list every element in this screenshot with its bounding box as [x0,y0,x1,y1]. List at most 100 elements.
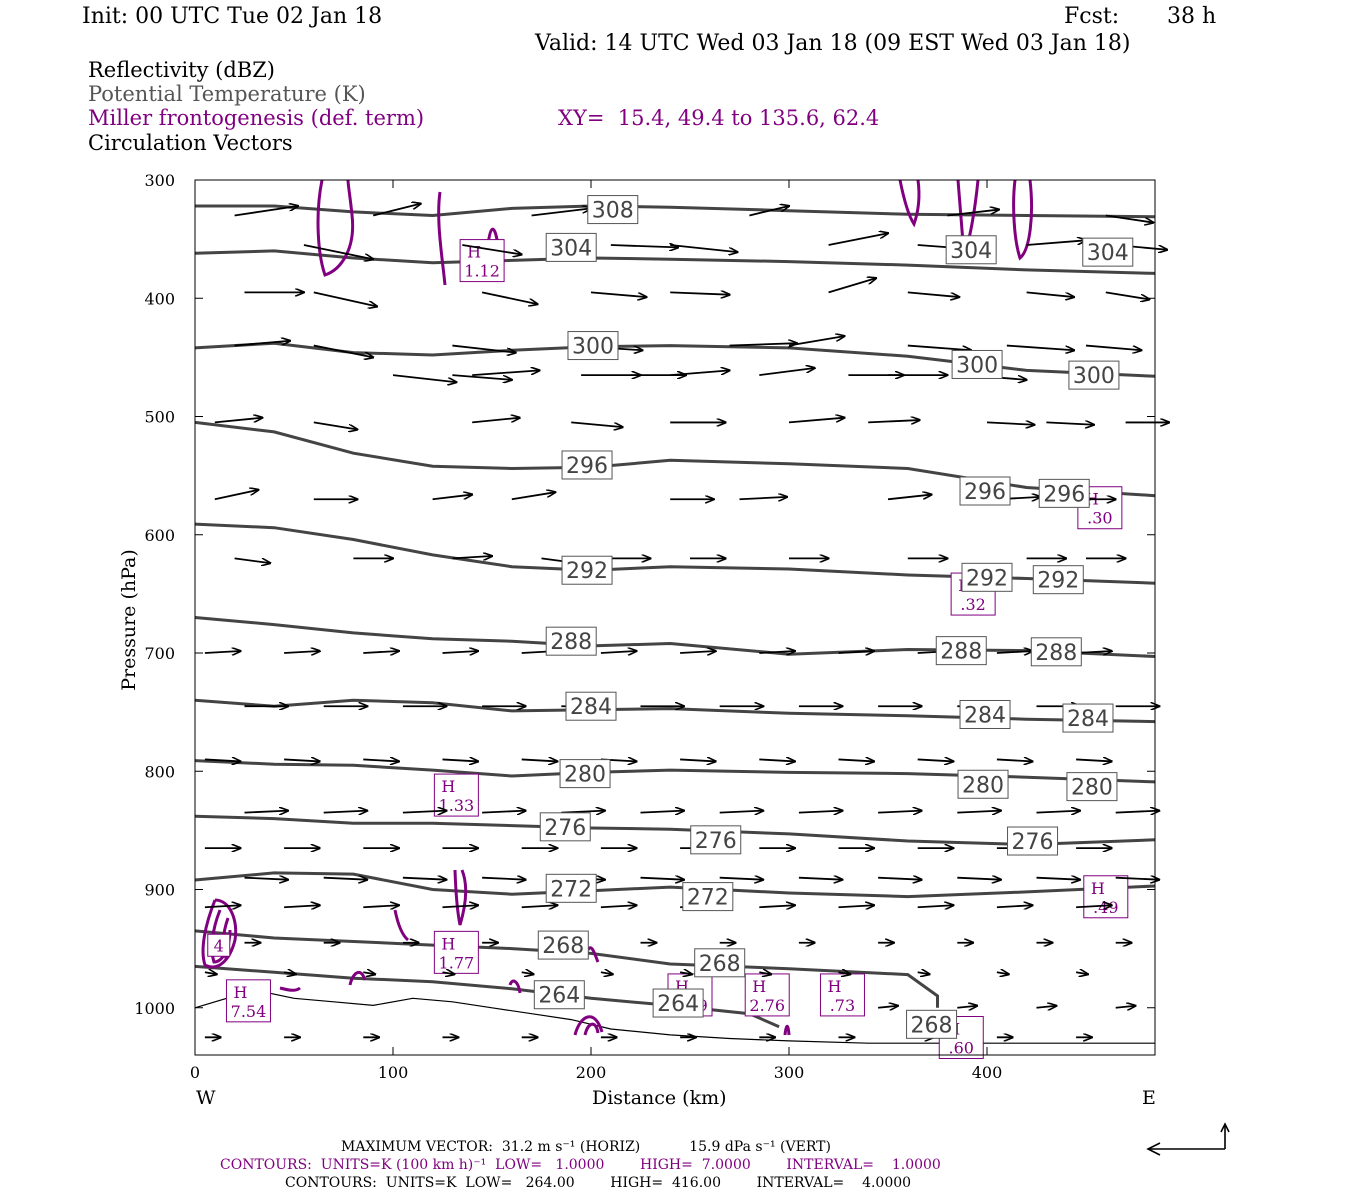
circulation-vector [1036,1006,1057,1008]
y-tick-label: 800 [144,762,175,781]
y-tick-label: 400 [144,289,175,308]
circulation-vector [313,421,358,429]
frontogenesis-contour [393,909,410,942]
forecast-label: Fcst: [1064,4,1120,29]
init-time: Init: 00 UTC Tue 02 Jan 18 [82,4,383,29]
x-tick-label: 200 [576,1063,607,1082]
circulation-vector [868,420,919,422]
theta-label: 268 [542,934,584,959]
theta-label-box [1038,478,1090,508]
circulation-vector [244,811,289,813]
circulation-vector [1026,240,1086,246]
circulation-vector [234,341,290,347]
theta-label-box [1062,703,1114,733]
circulation-vector [1076,651,1112,653]
frontogenesis-max-value: .32 [960,595,985,614]
circulation-vector [283,972,296,974]
y-axis-label: Pressure (hPa) [118,549,140,691]
frontogenesis-contour [583,1022,600,1036]
frontogenesis-max-box [819,973,865,1017]
black-contour-info: CONTOURS: UNITS=K LOW= 264.00 HIGH= 416.… [285,1175,912,1191]
theta-label: 300 [1073,364,1115,389]
frontogenesis-max-label: H [752,977,766,996]
circulation-vector [719,878,764,880]
y-tick-label: 900 [144,881,175,900]
circulation-vector [729,343,797,345]
circulation-vector [680,651,716,653]
theta-label: 304 [950,239,992,264]
circulation-vector [739,497,788,499]
circulation-vector [878,1006,898,1008]
circulation-vector [759,905,795,907]
theta-label-box [561,450,613,480]
circulation-vector [1026,291,1075,297]
circulation-vector [838,905,875,907]
theta-label-box [545,626,597,656]
theta-label-box [682,882,734,912]
circulation-vector [600,651,637,653]
circulation-vector [907,344,971,351]
theta-contour-268 [194,929,939,1008]
circulation-vector [986,422,1035,424]
circulation-vector [521,972,534,974]
theta-label-box [559,759,611,789]
circulation-vector [402,811,447,813]
frontogenesis-contour [437,191,447,286]
frontogenesis-contour [453,869,468,926]
theta-label-box [1066,772,1118,802]
theta-label: 276 [1012,830,1054,855]
circulation-vector [1036,878,1081,880]
circulation-vector [838,972,851,974]
frontogenesis-contour [898,179,921,228]
theta-label-box [945,235,997,265]
theta-contour-308 [195,204,1156,219]
frontogenesis-contour [348,970,367,986]
circulation-vector [204,759,241,761]
circulation-vector [680,759,716,761]
circulation-vector [363,651,399,653]
circulation-vector [670,244,737,252]
max-vector-info: MAXIMUM VECTOR: 31.2 m s⁻¹ (HORIZ) 15.9 … [341,1139,831,1155]
circulation-vector [957,1006,977,1008]
circulation-vector [452,556,492,558]
circulation-vector [363,972,375,974]
frontogenesis-contour [201,898,238,969]
circulation-vector [759,972,771,974]
circulation-vector [472,418,520,424]
frontogenesis-max-box [225,979,271,1023]
theta-label-box [587,195,639,225]
theta-label-box [567,331,619,361]
theta-label: 264 [657,992,699,1017]
frontogenesis-max-value: .60 [949,1038,974,1057]
circulation-vector [1036,811,1081,813]
circulation-vector [284,905,320,907]
theta-label: 284 [1067,707,1109,732]
circulation-vector [600,905,637,907]
theta-label-box [959,699,1011,729]
y-tick-label: 1000 [134,999,175,1018]
theta-label-box [1082,237,1134,267]
frontogenesis-max-value: .73 [830,996,855,1015]
circulation-vector [996,905,1033,907]
frontogenesis-contour [573,1015,604,1036]
circulation-vector [610,245,678,247]
circulation-vector [442,972,455,974]
theta-label: 280 [564,763,606,788]
circulation-vector [798,811,843,813]
theta-label: 276 [695,829,737,854]
theta-label: 280 [1071,776,1113,801]
theta-label: 284 [964,703,1006,728]
frontogenesis-max-value: 2.76 [749,996,785,1015]
frontogenesis-max-value: 1.12 [464,262,500,281]
circulation-vector [600,972,613,974]
circulation-vector [323,878,368,880]
frontogenesis-max-value: 7.54 [231,1002,267,1021]
theta-label-box [1007,826,1059,856]
theta-label-box [1030,637,1082,667]
circulation-vector [828,233,888,246]
theta-contour-276 [194,814,1156,847]
frontogenesis-contour [316,179,355,277]
circulation-vector [214,418,263,424]
circulation-vector [402,878,447,880]
theta-label-box [935,636,987,666]
